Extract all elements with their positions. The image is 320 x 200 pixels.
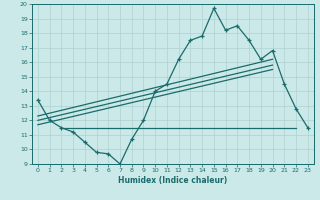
X-axis label: Humidex (Indice chaleur): Humidex (Indice chaleur) [118, 176, 228, 185]
